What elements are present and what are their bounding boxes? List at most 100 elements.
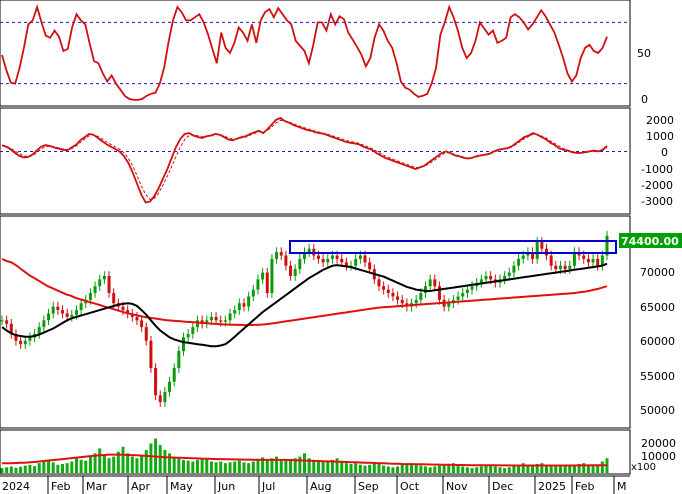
candle-body	[335, 255, 339, 259]
price-tick-65000: 65000	[640, 301, 675, 314]
candle-body	[428, 279, 432, 287]
moving-averages	[1, 257, 608, 348]
candle-body	[9, 323, 13, 334]
volume-bar	[261, 457, 265, 473]
candle-body	[195, 320, 199, 328]
volume-bar	[88, 456, 92, 473]
candle-body	[303, 252, 306, 259]
candle-body	[554, 265, 558, 270]
candle-body	[540, 241, 544, 249]
candle-body	[326, 258, 330, 263]
ma-mid-line	[1, 262, 608, 348]
volume-average-line	[2, 453, 608, 467]
candle-body	[149, 340, 153, 369]
candle-body	[316, 255, 320, 259]
candle-body	[219, 320, 223, 322]
volume-bar	[98, 448, 102, 473]
volume-bar	[540, 463, 544, 473]
candle-body	[79, 303, 83, 311]
month-label: Oct	[400, 480, 420, 493]
macd-series	[1, 116, 608, 204]
price-tick-50000: 50000	[640, 404, 675, 417]
candle-body	[0, 320, 4, 322]
volume-bar	[42, 461, 46, 473]
macd-tick-1000: 1000	[646, 130, 674, 143]
volume-bar	[163, 450, 167, 473]
candle-body	[126, 310, 130, 314]
volume-bar	[582, 463, 586, 473]
volume-bar	[545, 464, 548, 473]
candle-body	[140, 320, 144, 328]
volume-bar	[79, 459, 83, 473]
volume-bar	[424, 466, 427, 473]
volume-bar	[591, 465, 595, 473]
candle-body	[437, 286, 441, 300]
candle-body	[293, 269, 297, 276]
volume-bar	[51, 462, 55, 473]
volume-bar	[93, 453, 97, 473]
candle-body	[344, 262, 348, 266]
volume-bar	[521, 463, 525, 473]
volume-bar	[28, 464, 32, 473]
candle-body	[396, 296, 400, 300]
volume-bar	[47, 459, 51, 473]
candle-body	[172, 368, 176, 382]
volume-bar	[289, 459, 293, 473]
candle-body	[70, 314, 74, 317]
candle-body	[261, 272, 265, 280]
volume-bar	[126, 453, 130, 473]
volume-bar	[275, 456, 279, 473]
rsi-frame	[0, 0, 631, 107]
volume-bar	[121, 446, 125, 473]
macd-tick-0: 0	[661, 146, 668, 159]
volume-bar	[307, 458, 311, 473]
volume-bar	[456, 465, 460, 473]
candle-body	[563, 265, 567, 270]
x-axis: 2024 Feb Mar Apr May Jun Jul Aug Sep Oct Nov Dec 202…	[0, 475, 630, 494]
volume-bar	[377, 463, 381, 473]
candle-body	[340, 258, 344, 263]
rsi-series	[1, 4, 608, 101]
volume-bar	[600, 461, 604, 473]
candle-body	[307, 248, 311, 253]
volume-bar	[279, 459, 283, 473]
rsi-tick-50: 50	[637, 47, 651, 60]
candle-body	[549, 255, 553, 266]
candle-body	[419, 293, 423, 300]
month-label: Sep	[358, 480, 379, 493]
volume-bar	[84, 460, 88, 473]
candle-body	[256, 279, 260, 290]
volume-bar	[451, 463, 455, 473]
candle-body	[470, 286, 474, 290]
volume-bar	[149, 443, 153, 473]
volume-bar	[465, 467, 469, 473]
candle-body	[247, 296, 251, 307]
candle-body	[512, 265, 516, 273]
candle-body	[163, 391, 167, 403]
candle-body	[88, 293, 92, 300]
candle-body	[377, 279, 381, 287]
volume-bar	[368, 464, 372, 473]
volume-bar	[340, 461, 344, 473]
price-tick-60000: 60000	[640, 335, 675, 348]
candle-body	[414, 299, 418, 304]
candle-body	[144, 327, 148, 341]
volume-bar	[172, 456, 176, 473]
volume-bar	[191, 461, 195, 473]
candle-body	[479, 279, 483, 283]
rsi-line	[1, 4, 608, 101]
candle-body	[102, 275, 106, 280]
candle-body	[47, 313, 51, 321]
candle-body	[558, 265, 562, 270]
candle-body	[65, 313, 69, 317]
volume-bar	[405, 463, 409, 473]
volume-bar	[298, 456, 302, 473]
candle-body	[275, 252, 279, 259]
candle-body	[23, 340, 27, 345]
candle-body	[251, 289, 255, 297]
volume-bar	[382, 465, 386, 473]
volume-bar	[214, 462, 218, 473]
candle-body	[424, 286, 427, 294]
month-label: May	[170, 480, 193, 493]
volume-bar	[293, 458, 297, 473]
